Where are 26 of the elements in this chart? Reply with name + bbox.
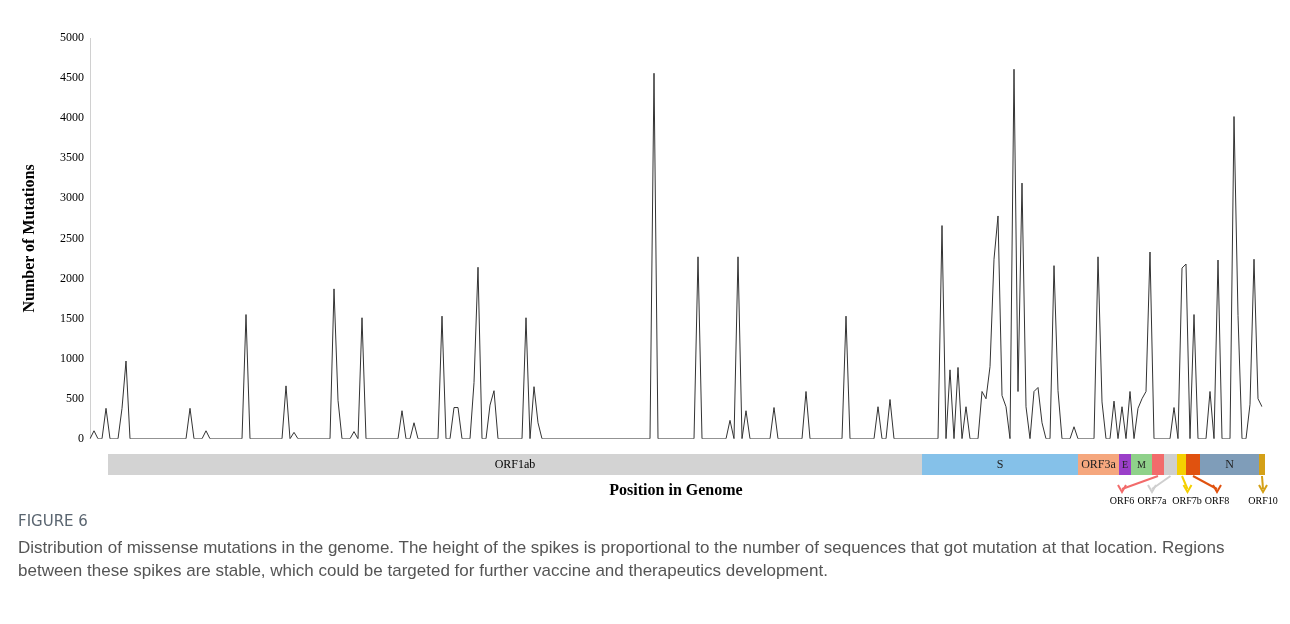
- text: ORF7a: [1137, 495, 1167, 506]
- text: ORF8: [1204, 495, 1230, 506]
- text: E: [1119, 454, 1131, 475]
- y-tick-label: 2500: [60, 230, 84, 245]
- y-tick-label: 3500: [60, 150, 84, 165]
- y-tick-label: 2000: [60, 270, 84, 285]
- y-axis-title: Number of Mutations: [19, 164, 37, 313]
- y-tick-label: 1000: [60, 350, 84, 365]
- text: ORF10: [1247, 495, 1279, 506]
- text: ORF1ab: [108, 454, 922, 475]
- y-tick-label: 1500: [60, 310, 84, 325]
- y-tick-label: 4000: [60, 110, 84, 125]
- text: ORF7b: [1172, 495, 1202, 506]
- text: S: [922, 454, 1078, 475]
- text: ORF6: [1109, 495, 1135, 506]
- text: N: [1200, 454, 1259, 475]
- text: Distribution of missense mutations in the genome. The height of the spikes is proportional to the number of sequences that got mutation at that location. Regions between these spikes are stable, which could be targeted for further vaccine and therapeutics development.: [18, 537, 1226, 582]
- y-tick-label: 0: [78, 430, 84, 445]
- x-axis-title: Position in Genome: [609, 480, 743, 498]
- y-tick-label: 3000: [60, 190, 84, 205]
- y-tick-label: 500: [66, 390, 84, 405]
- y-tick-label: 4500: [60, 70, 84, 85]
- text: M: [1131, 454, 1152, 475]
- text: FIGURE 6: [18, 512, 88, 530]
- y-tick-label: 5000: [60, 30, 84, 45]
- text: ORF3a: [1078, 454, 1119, 475]
